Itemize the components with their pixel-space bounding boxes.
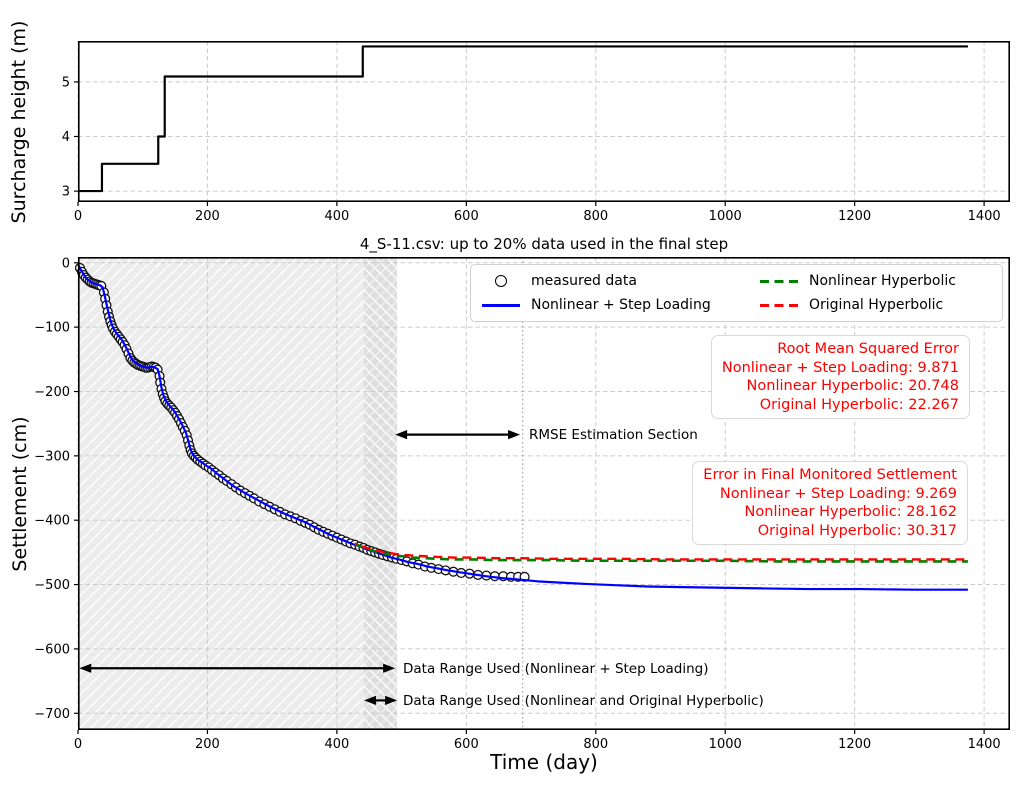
settlement-axis-label: Settlement (cm) <box>9 416 31 572</box>
x-tick-label: 1400 <box>968 737 1001 752</box>
settlement-plot: 0 200 400 600 800 1000 1200 1400 0 −100 −200 −300 −4… <box>34 256 1011 752</box>
x-tick-label: 200 <box>195 209 220 224</box>
rmse-box-line: Nonlinear + Step Loading: 9.871 <box>721 359 959 376</box>
rmse-annotation-box: Root Mean Squared Error Nonlinear + Step… <box>710 335 970 419</box>
rmse-box-line: Nonlinear Hyperbolic: 20.748 <box>746 378 959 394</box>
surcharge-height-line <box>78 45 968 193</box>
y-tick-label: −600 <box>34 642 70 657</box>
y-tick-label: 3 <box>62 185 70 200</box>
legend-label: Nonlinear Hyperbolic <box>809 273 956 289</box>
range1-label: Data Range Used (Nonlinear + Step Loadin… <box>403 661 709 677</box>
y-tick-label: −100 <box>34 321 70 336</box>
x-tick-label: 1000 <box>709 737 742 752</box>
legend-column-1: measured data Nonlinear + Step Loading <box>481 269 759 317</box>
legend-label: Original Hyperbolic <box>809 297 944 313</box>
plot-border <box>78 41 1011 202</box>
data-range-hyperbolic-span-hatch <box>364 257 398 730</box>
plot-title: 4_S-11.csv: up to 20% data used in the f… <box>359 235 729 253</box>
time-axis-label: Time (day) <box>490 750 598 774</box>
x-tick-label: 0 <box>74 737 82 752</box>
y-tick-label: 0 <box>62 256 70 271</box>
error-box-line: Nonlinear Hyperbolic: 28.162 <box>744 504 957 520</box>
x-tick-label: 1200 <box>838 737 871 752</box>
legend-label: measured data <box>531 273 637 289</box>
measured-data-marker-icon <box>481 275 521 287</box>
x-tick-label: 1000 <box>709 209 742 224</box>
surcharge-axis-label: Surcharge height (m) <box>8 20 30 224</box>
original-hyperbolic-line <box>354 542 968 561</box>
nonlinear-step-loading-line <box>77 263 968 591</box>
hyperbolic-range-arrow-head-left <box>364 695 377 705</box>
error-box-line: Original Hyperbolic: 30.317 <box>757 522 957 539</box>
nonlinear-hyperbolic-line <box>354 542 968 563</box>
y-tick-label: −200 <box>34 385 70 400</box>
x-tick-label: 600 <box>454 209 479 224</box>
x-tick-label: 1200 <box>838 209 871 224</box>
legend-label: Nonlinear + Step Loading <box>531 297 711 313</box>
x-tick-label: 400 <box>324 737 349 752</box>
hyperbolic-range-arrow-head-right <box>385 695 398 705</box>
plot-border <box>78 257 1011 730</box>
legend-entry-nonlinear-hyperbolic: Nonlinear Hyperbolic <box>759 269 956 293</box>
original-hyperbolic-dash-icon <box>759 303 799 307</box>
rmse-box-line: Original Hyperbolic: 22.267 <box>759 396 959 413</box>
legend-column-2: Nonlinear Hyperbolic Original Hyperbolic <box>759 269 956 317</box>
final-error-annotation-box: Error in Final Monitored Settlement Nonl… <box>692 461 968 545</box>
legend-entry-measured: measured data <box>481 269 759 293</box>
x-tick-label: 800 <box>583 209 608 224</box>
range2-label: Data Range Used (Nonlinear and Original … <box>403 693 764 709</box>
error-box-line: Error in Final Monitored Settlement <box>703 467 957 483</box>
x-tick-label: 600 <box>454 737 479 752</box>
x-tick-label: 1400 <box>968 209 1001 224</box>
legend-entry-original-hyperbolic: Original Hyperbolic <box>759 293 956 317</box>
x-tick-label: 400 <box>324 209 349 224</box>
x-tick-label: 800 <box>583 737 608 752</box>
y-tick-label: −300 <box>34 449 70 464</box>
step-loading-line-icon <box>481 303 521 307</box>
x-tick-label: 0 <box>74 209 82 224</box>
x-tick-label: 200 <box>195 737 220 752</box>
y-tick-label: 5 <box>62 75 70 90</box>
surcharge-plot: 0 200 400 600 800 1000 1200 1400 3 4 5 <box>62 41 1011 224</box>
nonlinear-hyperbolic-dash-icon <box>759 279 799 283</box>
rmse-box-line: Root Mean Squared Error <box>777 341 959 357</box>
y-tick-label: 4 <box>62 130 70 145</box>
y-tick-label: −700 <box>34 707 70 722</box>
y-tick-label: −500 <box>34 578 70 593</box>
rmse-section-arrow-head-right <box>508 430 521 440</box>
error-box-line: Nonlinear + Step Loading: 9.269 <box>719 485 957 502</box>
step-loading-range-arrow-head-right <box>383 663 396 673</box>
rmse-section-label: RMSE Estimation Section <box>529 427 698 443</box>
y-tick-label: −400 <box>34 514 70 529</box>
legend: measured data Nonlinear + Step Loading N… <box>470 264 1003 322</box>
rmse-section-arrow-head-left <box>395 430 408 440</box>
legend-entry-step-loading: Nonlinear + Step Loading <box>481 293 759 317</box>
step-loading-range-arrow-head-left <box>79 663 92 673</box>
